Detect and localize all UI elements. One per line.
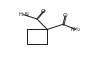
Text: NH$_2$: NH$_2$ — [70, 25, 81, 34]
Text: O: O — [63, 13, 68, 18]
Text: O: O — [41, 9, 46, 14]
Text: H$_2$N: H$_2$N — [18, 10, 29, 19]
